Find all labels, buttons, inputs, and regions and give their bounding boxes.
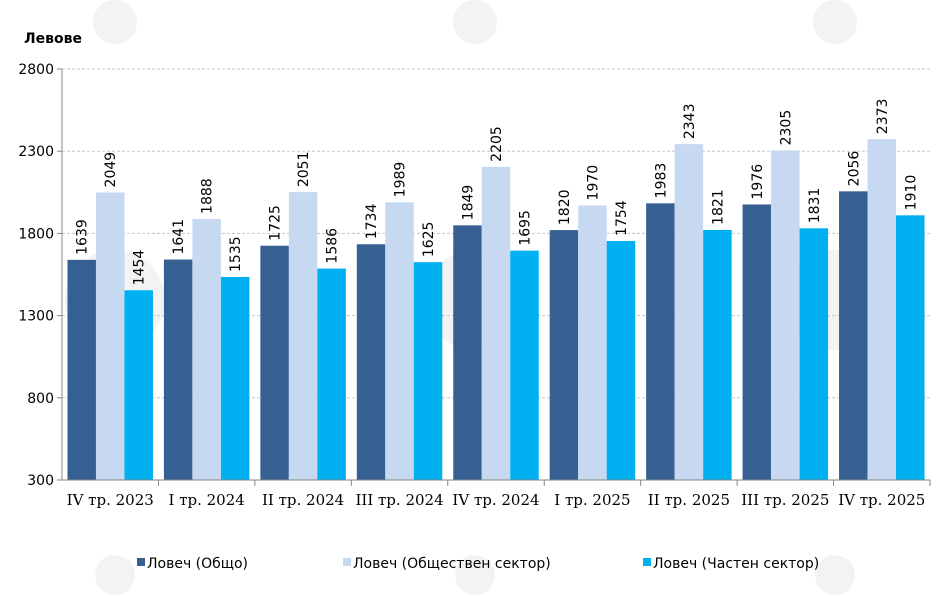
data-label: 1695 bbox=[518, 210, 534, 246]
data-label: 1820 bbox=[557, 189, 573, 225]
data-label: 1454 bbox=[132, 250, 148, 286]
data-label: 2049 bbox=[103, 152, 119, 188]
legend: Ловеч (Общо) Ловеч (Обществен сектор) Лове… bbox=[137, 556, 819, 572]
bar bbox=[578, 205, 607, 480]
data-label: 1976 bbox=[750, 164, 766, 200]
data-label: 1754 bbox=[614, 200, 630, 236]
bar bbox=[356, 244, 386, 480]
legend-marker bbox=[643, 558, 651, 566]
bar bbox=[606, 240, 636, 480]
data-label: 1910 bbox=[903, 175, 919, 211]
data-label: 1970 bbox=[585, 165, 601, 201]
data-label: 1535 bbox=[228, 236, 244, 272]
bar bbox=[771, 150, 800, 481]
data-label: 2305 bbox=[778, 110, 794, 146]
data-label: 2051 bbox=[296, 151, 312, 187]
bar bbox=[163, 259, 193, 480]
bar bbox=[839, 191, 868, 480]
y-tick-label: 1800 bbox=[18, 226, 54, 242]
data-label: 1734 bbox=[364, 204, 380, 240]
bar bbox=[703, 229, 732, 480]
bar bbox=[646, 203, 675, 480]
y-tick-label: 1300 bbox=[18, 309, 54, 325]
data-label: 1641 bbox=[171, 219, 187, 255]
bar bbox=[413, 262, 443, 480]
y-tick-label: 300 bbox=[27, 473, 54, 489]
x-tick-label: III тр. 2024 bbox=[355, 491, 443, 509]
data-label: 1849 bbox=[461, 185, 477, 221]
bars bbox=[67, 139, 925, 481]
data-label: 2056 bbox=[846, 151, 862, 187]
legend-marker bbox=[137, 558, 145, 566]
data-label: 2205 bbox=[489, 126, 505, 162]
data-label: 1639 bbox=[75, 219, 91, 255]
bar bbox=[124, 290, 153, 480]
data-label: 1625 bbox=[421, 222, 437, 258]
y-tick-label: 800 bbox=[27, 391, 54, 407]
data-label: 1725 bbox=[268, 205, 284, 241]
x-tick-label: III тр. 2025 bbox=[741, 491, 829, 509]
legend-marker bbox=[343, 558, 351, 566]
bar bbox=[260, 245, 289, 480]
x-tick-label: IV тр. 2025 bbox=[838, 491, 925, 509]
y-axis-title: Левове bbox=[24, 31, 82, 47]
y-tick-label: 2800 bbox=[18, 62, 54, 78]
data-label: 1821 bbox=[710, 189, 726, 225]
data-label: 2373 bbox=[875, 99, 891, 135]
data-label: 1831 bbox=[807, 188, 823, 224]
bar bbox=[674, 144, 704, 480]
bar bbox=[385, 202, 414, 480]
bar bbox=[510, 250, 539, 480]
x-tick-label: II тр. 2024 bbox=[262, 491, 344, 509]
x-tick-label: I тр. 2025 bbox=[554, 491, 630, 509]
bar bbox=[867, 139, 897, 481]
legend-label: Ловеч (Общо) bbox=[147, 556, 248, 572]
x-tick-label: IV тр. 2023 bbox=[67, 491, 154, 509]
data-label: 2343 bbox=[682, 103, 698, 139]
data-label: 1586 bbox=[325, 228, 341, 264]
data-label: 1983 bbox=[653, 163, 669, 199]
legend-label: Ловеч (Обществен сектор) bbox=[353, 556, 551, 572]
bar bbox=[549, 230, 579, 480]
data-label: 1888 bbox=[200, 178, 216, 214]
axes: 300 800 1300 1800 2300 2800 IV тр. 2023 I тр. 2… bbox=[18, 62, 931, 509]
bar bbox=[220, 276, 250, 480]
bar bbox=[288, 192, 318, 480]
bar bbox=[799, 228, 829, 480]
bar bbox=[95, 192, 125, 480]
bar bbox=[742, 204, 772, 480]
data-label: 1989 bbox=[393, 162, 409, 198]
bar bbox=[67, 259, 96, 480]
bar bbox=[481, 166, 511, 480]
x-tick-label: IV тр. 2024 bbox=[452, 491, 539, 509]
bar bbox=[317, 268, 346, 480]
legend-label: Ловеч (Частен сектор) bbox=[653, 556, 819, 572]
bar bbox=[453, 225, 482, 480]
x-tick-label: I тр. 2024 bbox=[169, 491, 245, 509]
x-tick-label: II тр. 2025 bbox=[648, 491, 730, 509]
data-labels: 1639 2049 1454 1641 1888 1535 1725 2051 1586 1734… bbox=[75, 99, 920, 286]
y-tick-label: 2300 bbox=[18, 144, 54, 160]
bar bbox=[192, 218, 221, 480]
bar bbox=[896, 215, 925, 481]
